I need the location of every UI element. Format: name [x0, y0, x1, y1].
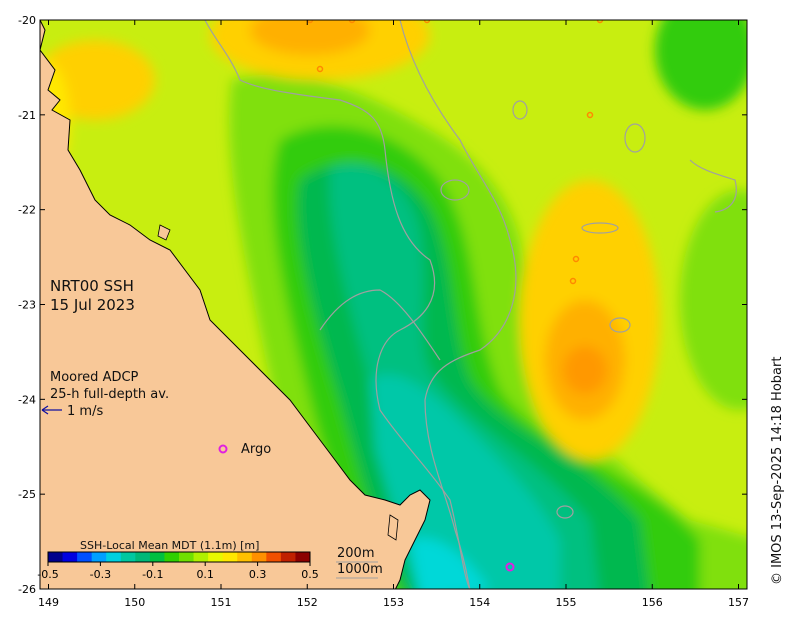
x-tick-label: 156 [642, 596, 663, 609]
x-tick-label: 155 [556, 596, 577, 609]
colorbar-border [47, 551, 311, 563]
colorbar-swatch [295, 552, 311, 562]
y-tick-label: -25 [18, 488, 36, 501]
y-tick-label: -23 [18, 299, 36, 312]
colorbar-tick-label: -0.3 [90, 568, 111, 581]
x-axis: 149 150 151 152 153 154 155 156 157 [38, 20, 749, 609]
islands [157, 224, 399, 541]
title-line-2: 15 Jul 2023 [50, 296, 135, 314]
y-axis: -20 -21 -22 -23 -24 -25 -26 [18, 14, 747, 596]
x-tick-label: 157 [728, 596, 749, 609]
y-tick-label: -26 [18, 583, 36, 596]
x-tick-label: 154 [469, 596, 490, 609]
y-tick-label: -24 [18, 393, 36, 406]
y-tick-label: -22 [18, 204, 36, 217]
colorbar-swatch [222, 552, 238, 562]
colorbar [47, 551, 311, 563]
colorbar-swatch [120, 552, 136, 562]
isobaths [204, 20, 737, 589]
colorbar-swatch [164, 552, 180, 562]
colorbar-swatch [149, 552, 165, 562]
colorbar-tick-label: -0.5 [37, 568, 58, 581]
colorbar-tick-label: 0.1 [196, 568, 214, 581]
y-tick-label: -20 [18, 14, 36, 27]
colorbar-swatch [106, 552, 122, 562]
ssh-field [40, 20, 747, 589]
colorbar-swatch [280, 552, 296, 562]
argo-legend-marker [218, 444, 228, 454]
colorbar-swatch [91, 552, 107, 562]
colorbar-swatch [48, 552, 64, 562]
adcp-scale-arrow [41, 405, 62, 415]
argo-legend-label: Argo [241, 442, 271, 457]
colorbar-title: SSH-Local Mean MDT (1.1m) [m] [80, 539, 259, 552]
argo-markers-orange [306, 20, 604, 285]
colorbar-swatch [62, 552, 78, 562]
argo-marker-purple [505, 562, 515, 572]
colorbar-swatch [266, 552, 282, 562]
x-tick-label: 149 [38, 596, 59, 609]
colorbar-swatch [135, 552, 151, 562]
colorbar-swatch [251, 552, 267, 562]
colorbar-swatch [237, 552, 253, 562]
colorbar-tick-label: -0.1 [142, 568, 163, 581]
adcp-line-2: 25-h full-depth av. [50, 387, 169, 402]
title-line-1: NRT00 SSH [50, 277, 134, 295]
colorbar-swatch [208, 552, 224, 562]
colorbar-tick-label: 0.5 [301, 568, 319, 581]
colorbar-ticks: -0.5 -0.3 -0.1 0.1 0.3 0.5 [37, 562, 319, 581]
colorbar-swatch [77, 552, 93, 562]
colorbar-swatch [193, 552, 209, 562]
x-tick-label: 152 [297, 596, 318, 609]
colorbar-tick-label: 0.3 [249, 568, 267, 581]
adcp-line-1: Moored ADCP [50, 370, 139, 385]
x-tick-label: 151 [211, 596, 232, 609]
isobath-1000m-label: 1000m [337, 562, 383, 577]
isobath-200m-label: 200m [337, 546, 374, 561]
colorbar-swatch [179, 552, 195, 562]
y-tick-label: -21 [18, 109, 36, 122]
adcp-scale-label: 1 m/s [67, 404, 103, 419]
land-mass [40, 20, 431, 589]
x-tick-label: 153 [383, 596, 404, 609]
x-tick-label: 150 [124, 596, 145, 609]
credit-text: © IMOS 13-Sep-2025 14:18 Hobart [770, 356, 785, 585]
